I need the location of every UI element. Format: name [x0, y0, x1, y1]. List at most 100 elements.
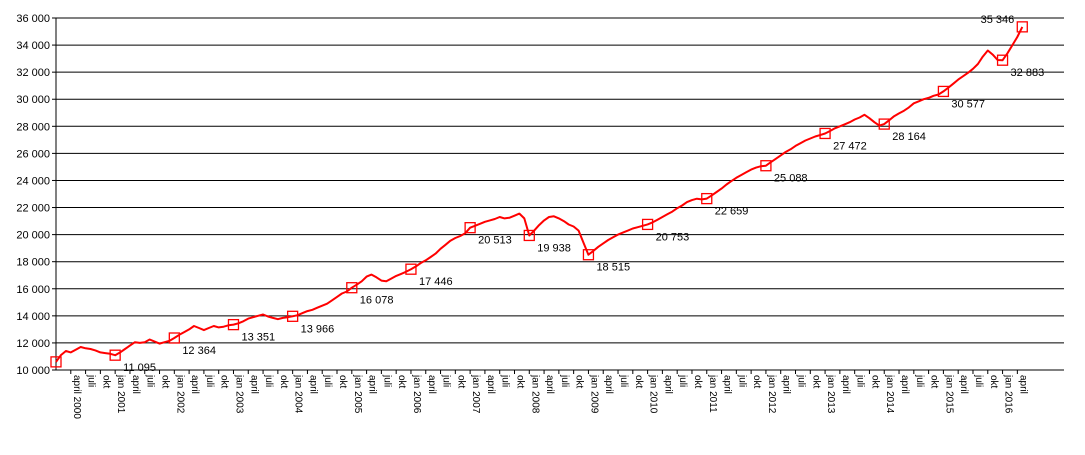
x-tick-label: okt	[100, 375, 111, 389]
x-tick-label: juli	[441, 374, 452, 387]
x-tick-label: juli	[381, 374, 392, 387]
data-label: 16 078	[360, 295, 394, 307]
x-tick-label: jan 2015	[943, 374, 954, 414]
x-tick-label: juli	[145, 374, 156, 387]
x-tick-label: jan 2014	[884, 374, 895, 414]
x-tick-label: juli	[796, 374, 807, 387]
y-tick-label: 18 000	[16, 257, 50, 269]
x-tick-label: april	[248, 375, 259, 394]
data-label: 30 577	[951, 98, 985, 110]
x-tick-label: jan 2009	[588, 374, 599, 414]
data-point-marker	[819, 127, 831, 140]
x-tick-label: okt	[219, 375, 230, 389]
y-tick-label: 10 000	[16, 365, 50, 377]
data-label: 22 659	[715, 206, 749, 218]
x-tick-label: okt	[633, 375, 644, 389]
data-point-marker	[878, 118, 890, 130]
data-labels: 11 095 12 364 13 351 13 966 16 078 17 446 20 5…	[123, 14, 1044, 374]
x-tick-label: okt	[929, 375, 940, 389]
x-tick-label: jan 2006	[411, 374, 422, 414]
x-tick-label: juli	[618, 374, 629, 387]
x-tick-label: april	[485, 375, 496, 394]
data-point-marker	[523, 229, 535, 242]
data-label: 11 095	[123, 362, 156, 374]
y-tick-label: 36 000	[16, 13, 50, 25]
data-label: 20 753	[656, 231, 690, 243]
y-tick-label: 14 000	[16, 311, 50, 323]
data-label: 25 088	[774, 173, 808, 185]
x-tick-label: okt	[514, 375, 525, 389]
data-point-marker	[760, 160, 772, 172]
data-point-marker	[405, 263, 417, 275]
data-label: 32 883	[1011, 67, 1045, 79]
x-tick-label: jan 2002	[174, 374, 185, 414]
x-tick-label: jan 2003	[233, 374, 244, 414]
data-point-marker	[227, 318, 240, 331]
x-tick-label: jan 2011	[707, 374, 718, 413]
x-tick-label: okt	[988, 375, 999, 389]
x-tick-label: jan 2001	[115, 374, 126, 414]
x-tick-label: jan 2005	[352, 374, 363, 414]
data-label: 18 515	[596, 262, 630, 274]
data-point-marker	[50, 356, 62, 368]
x-tick-label: juli	[914, 374, 925, 387]
data-point-marker	[464, 222, 476, 234]
series-line	[55, 26, 1024, 363]
x-tick-label: jan 2004	[293, 374, 304, 414]
data-label: 28 164	[892, 131, 926, 143]
x-tick-label: okt	[869, 375, 880, 389]
x-tick-label: april	[958, 375, 969, 394]
x-tick-label: okt	[810, 375, 821, 389]
x-tick-label: april	[781, 375, 792, 394]
x-axis-tick-labels: april 2000 juli okt jan 2001 april juli okt jan…	[71, 374, 1029, 419]
x-tick-label: jan 2016	[1003, 374, 1014, 414]
data-label: 13 351	[241, 332, 275, 344]
data-label: 19 938	[537, 242, 571, 254]
x-tick-label: april	[544, 375, 555, 394]
x-tick-label: april	[426, 375, 437, 394]
y-tick-label: 16 000	[16, 284, 50, 296]
data-point-marker	[582, 249, 595, 261]
x-tick-label: okt	[396, 375, 407, 389]
data-label: 27 472	[833, 140, 867, 152]
y-tick-label: 12 000	[16, 338, 50, 350]
data-point-marker	[641, 218, 654, 231]
x-tick-label: okt	[337, 375, 348, 389]
data-point-marker	[346, 282, 358, 294]
x-tick-label: april	[130, 375, 141, 394]
axes	[52, 17, 1064, 374]
x-tick-label: juli	[263, 374, 274, 387]
y-tick-label: 30 000	[16, 94, 50, 106]
x-tick-label: okt	[692, 375, 703, 389]
data-point-marker	[109, 349, 121, 361]
x-tick-label: okt	[574, 375, 585, 389]
x-tick-label: april 2000	[71, 375, 82, 419]
x-tick-label: april	[307, 375, 318, 394]
x-tick-label: okt	[278, 375, 289, 389]
x-tick-label: juli	[855, 374, 866, 387]
x-tick-label: april	[840, 375, 851, 394]
data-point-marker	[1016, 21, 1028, 33]
y-tick-label: 34 000	[16, 40, 50, 52]
x-tick-label: april	[899, 375, 910, 394]
x-tick-label: juli	[559, 374, 570, 387]
x-tick-label: jan 2012	[766, 374, 777, 414]
x-tick-label: juli	[204, 374, 215, 387]
x-tick-label: april	[603, 375, 614, 394]
y-tick-label: 26 000	[16, 148, 50, 160]
y-tick-label: 32 000	[16, 67, 50, 79]
x-tick-label: april	[1017, 375, 1028, 394]
data-label: 20 513	[478, 235, 512, 247]
x-tick-label: juli	[500, 374, 511, 387]
y-tick-label: 28 000	[16, 121, 50, 133]
x-tick-label: okt	[751, 375, 762, 389]
x-tick-label: okt	[160, 375, 171, 389]
x-tick-label: jan 2007	[470, 374, 481, 414]
data-point-marker	[937, 85, 950, 98]
x-tick-label: jan 2008	[529, 374, 540, 414]
x-tick-label: juli	[86, 374, 97, 387]
x-tick-label: jan 2013	[825, 374, 836, 414]
x-tick-label: okt	[455, 375, 466, 389]
x-tick-label: juli	[973, 374, 984, 387]
